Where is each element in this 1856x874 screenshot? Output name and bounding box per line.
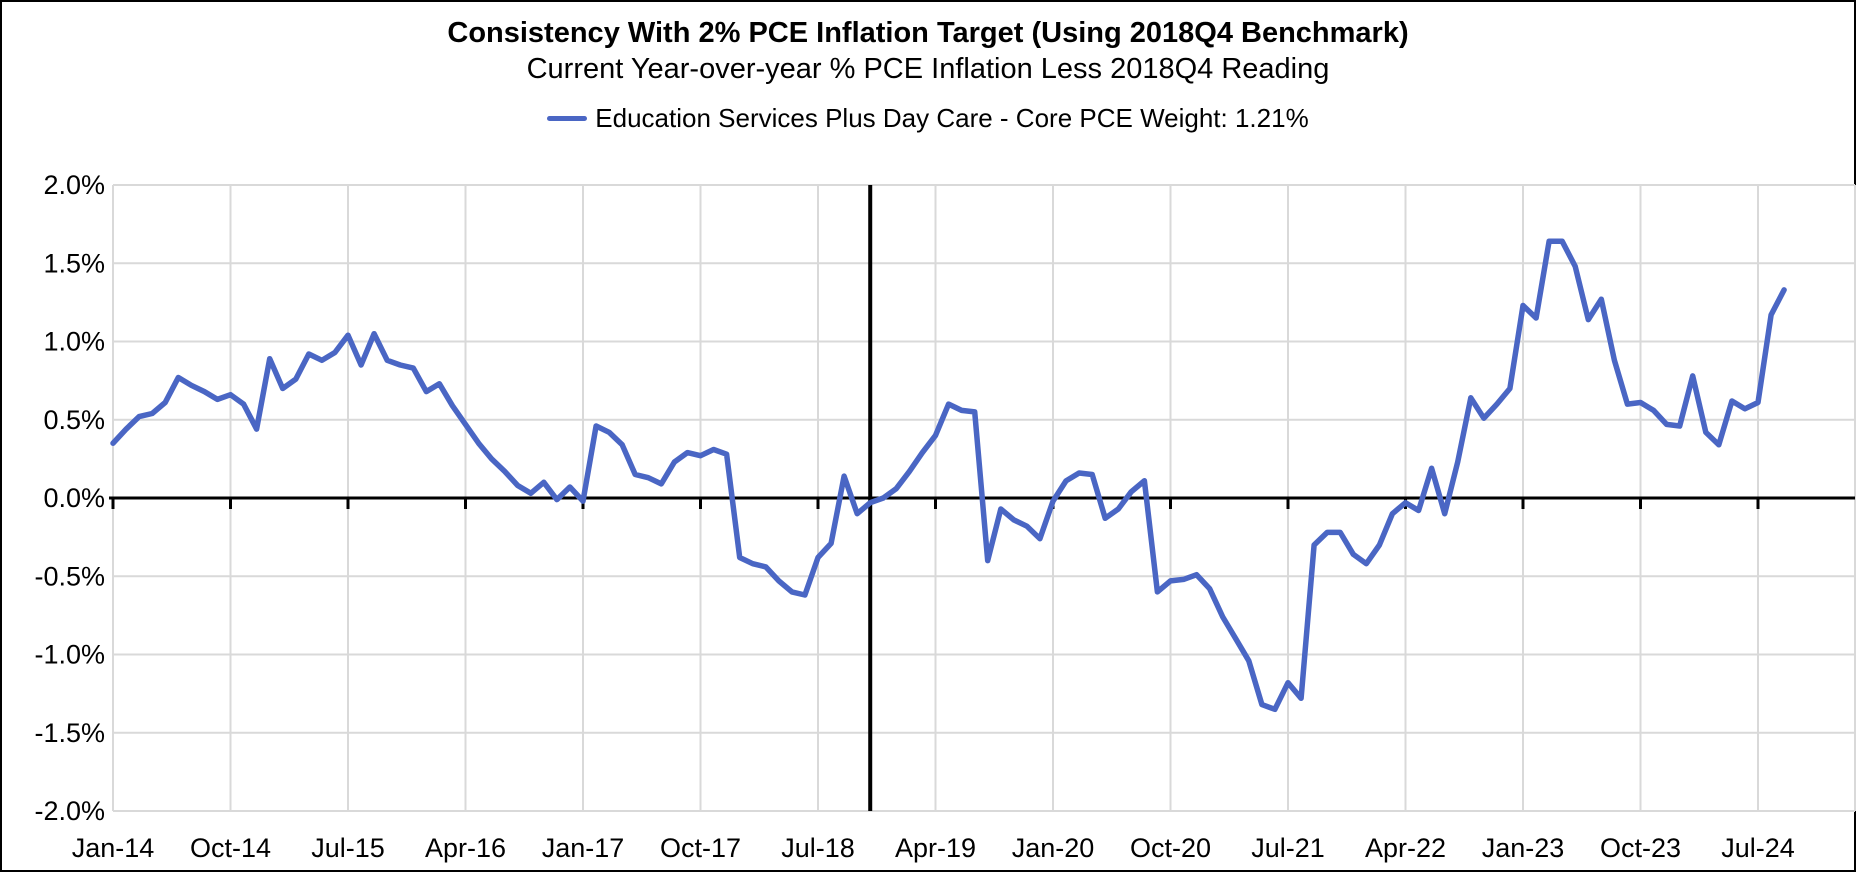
x-axis-tick-label: Apr-19 (895, 833, 976, 863)
x-axis-tick-label: Oct-14 (190, 833, 271, 863)
legend-label: Education Services Plus Day Care - Core … (595, 102, 1309, 133)
y-axis-tick-label: -0.5% (34, 561, 105, 591)
legend: Education Services Plus Day Care - Core … (2, 102, 1854, 134)
x-axis-tick-label: Oct-20 (1130, 833, 1211, 863)
y-axis-tick-label: 2.0% (43, 170, 105, 200)
chart-title: Consistency With 2% PCE Inflation Target… (447, 17, 1409, 49)
x-axis-tick-label: Apr-22 (1365, 833, 1446, 863)
x-axis-tick-label: Jul-21 (1251, 833, 1325, 863)
y-axis-tick-label: -1.5% (34, 718, 105, 748)
x-axis-tick-label: Jan-17 (542, 833, 625, 863)
y-axis-tick-label: -1.0% (34, 640, 105, 670)
x-axis-tick-label: Jul-18 (781, 833, 855, 863)
x-axis-tick-label: Oct-17 (660, 833, 741, 863)
x-axis-tick-label: Jan-20 (1012, 833, 1095, 863)
y-axis-tick-label: 0.5% (43, 405, 105, 435)
x-axis-tick-label: Jul-24 (1721, 833, 1795, 863)
y-axis-tick-label: 0.0% (43, 483, 105, 513)
chart-subtitle: Current Year-over-year % PCE Inflation L… (526, 53, 1330, 85)
y-axis-tick-label: 1.5% (43, 248, 105, 278)
y-axis-tick-label: -2.0% (34, 796, 105, 826)
x-axis-tick-label: Apr-16 (425, 833, 506, 863)
x-axis-tick-label: Oct-23 (1600, 833, 1681, 863)
x-axis-tick-label: Jan-14 (72, 833, 155, 863)
x-axis-tick-label: Jul-15 (311, 833, 385, 863)
legend-line-marker (547, 115, 588, 121)
x-axis-tick-label: Jan-23 (1482, 833, 1565, 863)
y-axis-tick-label: 1.0% (43, 327, 105, 357)
data-line-education-services (110, 238, 1787, 713)
